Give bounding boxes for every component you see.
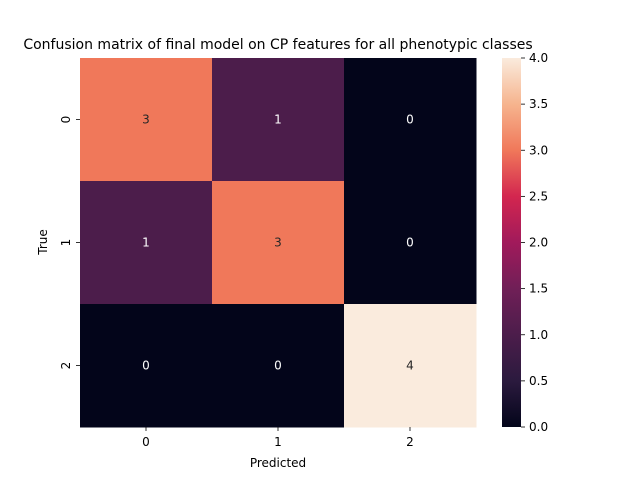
colorbar-tick-label: 0.0 [529, 420, 548, 434]
cell-value-label: 0 [142, 359, 150, 373]
heatmap-cell [344, 304, 477, 428]
colorbar-tick-label: 2.0 [529, 236, 548, 250]
y-axis: 0 1 2 [59, 116, 80, 370]
cell-value-label: 0 [406, 113, 414, 127]
cell-value-label: 1 [274, 113, 282, 127]
x-axis: 0 1 2 [142, 427, 414, 449]
heatmap-cell [212, 304, 345, 428]
colorbar-tick-label: 0.5 [529, 374, 548, 388]
colorbar-tick-label: 4.0 [529, 51, 548, 65]
colorbar-tick-label: 2.5 [529, 189, 548, 203]
y-axis-label: True [36, 229, 50, 256]
chart-title: Confusion matrix of final model on CP fe… [23, 37, 532, 53]
heatmap-cell [344, 58, 477, 182]
y-tick-label: 2 [59, 362, 73, 370]
colorbar-ticks: 0.0 0.5 1.0 1.5 2.0 2.5 3.0 3.5 4.0 [521, 51, 548, 434]
heatmap-cell [80, 304, 213, 428]
y-tick-label: 1 [59, 239, 73, 247]
heatmap-cell [80, 58, 213, 182]
cell-value-label: 1 [142, 236, 150, 250]
x-tick-label: 2 [406, 435, 414, 449]
x-tick-label: 0 [142, 435, 150, 449]
cell-value-label: 3 [142, 113, 150, 127]
colorbar-tick-label: 3.5 [529, 97, 548, 111]
heatmap-cell [212, 181, 345, 305]
colorbar-tick-label: 1.0 [529, 328, 548, 342]
cell-value-label: 3 [274, 236, 282, 250]
cell-value-label: 0 [274, 359, 282, 373]
heatmap-cell [344, 181, 477, 305]
cell-value-label: 0 [406, 236, 414, 250]
colorbar-tick-label: 1.5 [529, 282, 548, 296]
y-tick-label: 0 [59, 116, 73, 124]
x-axis-label: Predicted [250, 456, 306, 470]
heatmap-cell [80, 181, 213, 305]
colorbar [502, 58, 521, 427]
colorbar-tick-label: 3.0 [529, 143, 548, 157]
x-tick-label: 1 [274, 435, 282, 449]
heatmap-cells: 3 1 0 1 3 0 0 0 4 [80, 58, 477, 428]
cell-value-label: 4 [406, 359, 414, 373]
heatmap-cell [212, 58, 345, 182]
